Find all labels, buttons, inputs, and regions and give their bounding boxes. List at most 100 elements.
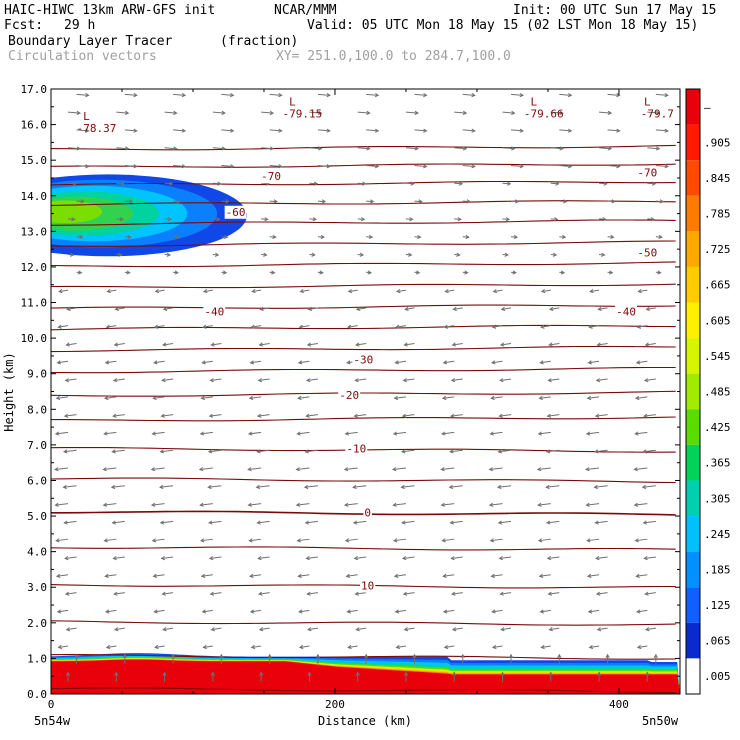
wind-vector [596,592,608,595]
wind-vector [153,360,165,364]
wind-vector [599,111,612,114]
wind-vector-head [307,671,312,676]
wind-vector [111,485,125,488]
wind-vector-head [208,520,213,525]
wind-vector-head [170,653,176,659]
wind-vector [105,609,117,613]
wind-vector-head [326,164,331,169]
wind-vector-head [174,270,179,275]
wind-vector [257,520,270,524]
y-tick-label: 8.0 [27,403,47,416]
wind-vector [644,414,656,417]
low-value: -79.15 [283,108,323,121]
init-time: Init: 00 UTC Sun 17 May 15 [513,3,717,18]
wind-vector [305,520,318,524]
wind-vector-head [560,270,566,275]
wind-vector [199,467,213,471]
wind-vector-head [161,342,167,347]
wind-vector-head [605,653,610,659]
wind-vector-head [466,199,472,204]
wind-vector [559,129,572,132]
wind-vector [454,111,467,114]
wind-vector [414,200,422,203]
wind-vector-head [458,181,464,186]
contour-label-bg [636,246,659,260]
wind-vector-head [448,484,454,490]
wind-vector-head [54,502,59,507]
wind-vector-head [150,467,156,472]
wind-vector-head [616,92,621,98]
wind-vector-head [250,324,255,329]
wind-vector [124,93,137,96]
wind-vector [67,111,81,114]
wind-vector-head [593,484,598,490]
colorbar-label: .185 [704,563,731,576]
wind-vector [155,289,165,293]
contour-line [51,304,676,309]
wind-vector-head [64,556,69,561]
wind-vector [249,574,262,577]
wind-vector-head [76,146,82,151]
wind-vector [76,200,84,203]
wind-vector [116,182,125,185]
wind-vector-head [267,653,272,659]
wind-vector [348,645,358,648]
wind-vector-head [451,627,457,632]
wind-vector [502,111,515,114]
wind-vector [76,165,89,168]
wind-vector [58,645,69,648]
wind-vector [221,93,234,96]
wind-vector [404,342,415,346]
wind-vector [547,414,560,417]
wind-vector-head [269,110,275,115]
wind-vector [444,645,455,648]
wind-vector [500,592,512,595]
wind-vector-head [594,413,600,418]
wind-vector-head [112,413,117,418]
wind-vector-head [312,217,318,222]
contour-label: -20 [339,389,359,402]
wind-vector [559,93,572,96]
wind-vector [200,503,213,506]
contour-label-bg [363,506,372,520]
wind-vector [405,307,415,310]
wind-vector-head [491,324,497,329]
wind-vector [159,485,174,488]
wind-vector-head [601,252,606,257]
wind-vector-head [66,306,71,311]
wind-vector-head [635,360,641,365]
wind-vector-head [57,644,63,650]
colorbar-label: .485 [704,386,731,399]
wind-vector-head [664,164,669,169]
wind-vector [160,520,174,524]
wind-vector [104,431,117,435]
wind-vector-head [462,110,468,115]
wind-vector-head [343,502,349,507]
wind-vector-head [536,467,542,472]
wind-vector [500,342,512,346]
wind-vector-head [247,502,252,507]
wind-vector [203,325,213,328]
wind-vector [114,592,125,595]
wind-vector-head [57,324,62,329]
wind-vector-head [311,252,316,257]
wind-vector-head [176,199,182,204]
valid-time: Valid: 05 UTC Mon 18 May 15 (02 LST Mon … [307,18,699,33]
wind-vector [462,165,475,168]
wind-vector [113,556,125,559]
wind-vector-head [346,360,351,365]
wind-vector-head [457,217,462,222]
wind-vector-head [222,270,228,275]
wind-vector [250,609,262,613]
colorbar-label: .725 [704,243,731,256]
wind-vector [269,93,282,96]
contour-line [51,283,676,289]
wind-vector [396,325,407,328]
wind-vector-head [110,484,116,490]
wind-vector-head [519,164,525,169]
wind-vector [441,467,455,471]
wind-vector [510,129,524,132]
colorbar-swatch [686,551,700,588]
wind-vector-head [355,342,360,347]
wind-vector-head [611,199,616,204]
